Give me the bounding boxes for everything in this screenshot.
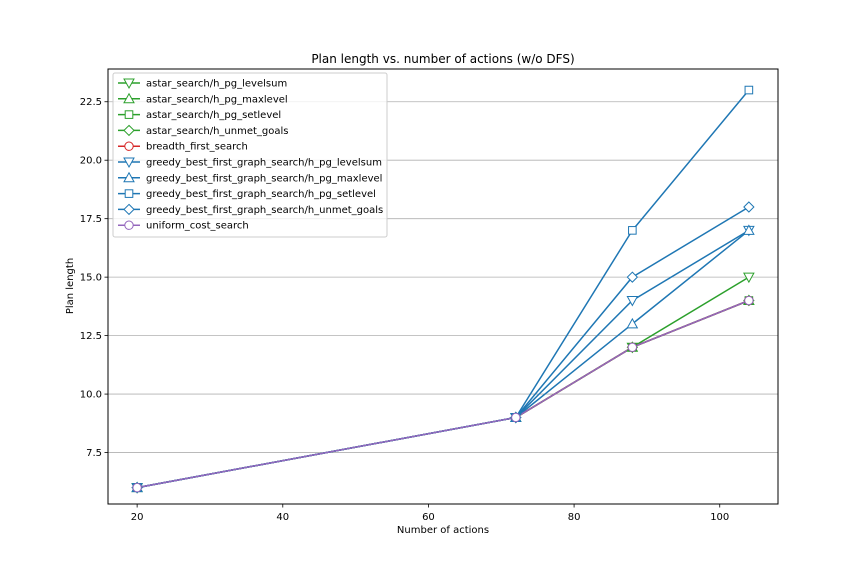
legend-label: greedy_best_first_graph_search/h_unmet_g…	[146, 205, 383, 216]
y-tick-label: 7.5	[86, 448, 102, 459]
legend-label: breadth_first_search	[146, 142, 248, 153]
x-tick-label: 20	[131, 512, 144, 523]
data-point	[744, 85, 754, 95]
legend-label: astar_search/h_unmet_goals	[146, 126, 289, 137]
data-point	[626, 271, 639, 283]
legend-marker	[124, 141, 134, 151]
legend-label: astar_search/h_pg_setlevel	[146, 110, 281, 121]
legend-marker	[124, 220, 134, 230]
data-point	[744, 295, 754, 306]
data-point	[627, 342, 638, 353]
legend-label: uniform_cost_search	[146, 221, 249, 232]
legend-label: astar_search/h_pg_levelsum	[146, 79, 287, 90]
legend-marker	[123, 203, 135, 216]
data-point	[743, 224, 755, 235]
grid-lines	[108, 101, 778, 453]
legend-marker	[123, 171, 135, 183]
legend-marker	[124, 110, 134, 119]
data-point	[743, 272, 755, 284]
series-markers	[131, 85, 755, 494]
x-tick-label: 100	[710, 512, 729, 523]
legend: astar_search/h_pg_levelsum astar_search/h…	[112, 72, 388, 238]
data-point	[132, 482, 142, 493]
y-tick-label: 17.5	[80, 214, 102, 225]
legend-marker	[124, 189, 134, 198]
data-point	[628, 226, 637, 235]
y-tick-label: 22.5	[80, 97, 102, 108]
data-point	[626, 296, 639, 307]
legend-marker	[123, 78, 135, 90]
x-tick-label: 80	[568, 512, 581, 523]
legend-marker	[123, 157, 135, 169]
x-axis-label: Number of actions	[397, 525, 489, 536]
x-axis-ticks: 20 40 60 80 100	[131, 504, 729, 523]
y-tick-label: 10.0	[80, 390, 102, 401]
y-axis-ticks: 7.5 10.0 12.5 15.0 17.5 20.0 22.5	[80, 97, 108, 459]
y-axis-label: Plan length	[65, 258, 76, 314]
data-point	[743, 201, 755, 213]
series-line	[136, 299, 750, 489]
data-point	[511, 412, 521, 423]
legend-label: astar_search/h_pg_maxlevel	[146, 94, 288, 105]
legend-marker	[123, 92, 135, 104]
legend-marker	[123, 124, 135, 137]
chart-title: Plan length vs. number of actions (w/o D…	[311, 52, 574, 66]
plot-frame	[107, 68, 779, 505]
legend-label: greedy_best_first_graph_search/h_pg_leve…	[146, 158, 382, 169]
legend-box	[112, 72, 388, 238]
data-point	[626, 317, 639, 329]
y-tick-label: 20.0	[80, 156, 102, 167]
series-lines	[136, 89, 750, 489]
legend-label: greedy_best_first_graph_search/h_pg_setl…	[146, 189, 376, 200]
legend-label: greedy_best_first_graph_search/h_pg_maxl…	[146, 173, 382, 184]
x-tick-label: 60	[422, 512, 435, 523]
x-tick-label: 40	[276, 512, 289, 523]
y-tick-label: 15.0	[80, 273, 102, 284]
y-tick-label: 12.5	[80, 331, 102, 342]
